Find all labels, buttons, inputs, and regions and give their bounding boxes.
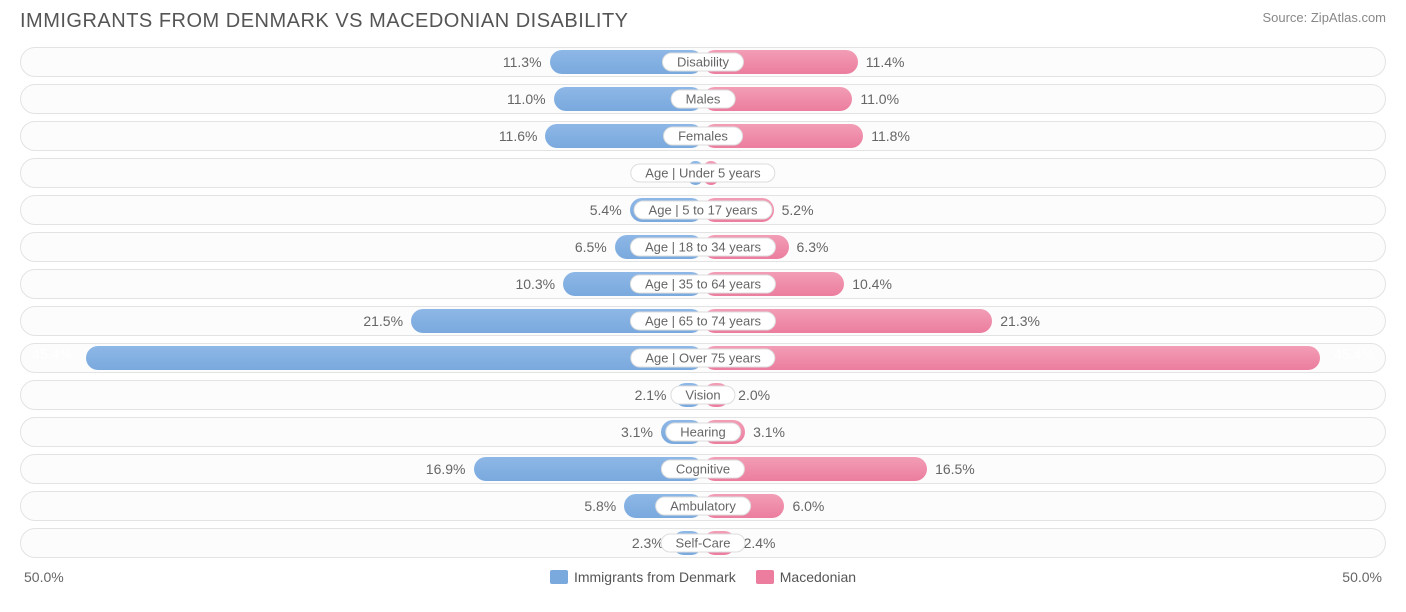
- bar-side-right: 11.8%: [703, 124, 1382, 148]
- bar-right: 45.4%: [703, 346, 1320, 370]
- bar-side-right: 21.3%: [703, 309, 1382, 333]
- bar-side-right: 45.4%: [703, 346, 1382, 370]
- category-label: Cognitive: [661, 460, 745, 479]
- bar-side-left: 2.3%: [24, 531, 703, 555]
- value-right: 11.4%: [866, 54, 905, 70]
- value-right: 16.5%: [935, 461, 975, 477]
- chart-row: 6.5% 6.3% Age | 18 to 34 years: [20, 232, 1386, 262]
- bar-side-right: 2.0%: [703, 383, 1382, 407]
- category-label: Age | Under 5 years: [630, 164, 775, 183]
- diverging-bar-chart: 11.3% 11.4% Disability 11.0%: [20, 47, 1386, 558]
- bar-side-left: 16.9%: [24, 457, 703, 481]
- value-left: 2.3%: [632, 535, 664, 551]
- bar-side-left: 5.8%: [24, 494, 703, 518]
- value-left: 11.3%: [503, 54, 542, 70]
- bar-side-left: 1.1%: [24, 161, 703, 185]
- chart-row: 21.5% 21.3% Age | 65 to 74 years: [20, 306, 1386, 336]
- legend-item-right: Macedonian: [756, 569, 856, 585]
- category-label: Self-Care: [661, 534, 746, 553]
- value-left: 2.1%: [635, 387, 667, 403]
- value-left: 45.4%: [32, 346, 72, 362]
- value-right: 5.2%: [782, 202, 814, 218]
- bar-side-left: 11.6%: [24, 124, 703, 148]
- category-label: Age | 18 to 34 years: [630, 238, 776, 257]
- category-label: Hearing: [665, 423, 741, 442]
- category-label: Disability: [662, 53, 744, 72]
- chart-row: 11.0% 11.0% Males: [20, 84, 1386, 114]
- legend-swatch-pink: [756, 570, 774, 584]
- value-right: 45.4%: [1334, 346, 1374, 362]
- bar-left: 45.4%: [86, 346, 703, 370]
- category-label: Vision: [670, 386, 735, 405]
- bar-side-right: 11.0%: [703, 87, 1382, 111]
- bar-side-left: 11.3%: [24, 50, 703, 74]
- bar-side-left: 6.5%: [24, 235, 703, 259]
- bar-side-right: 6.3%: [703, 235, 1382, 259]
- axis-max-left: 50.0%: [24, 569, 64, 585]
- legend-label-left: Immigrants from Denmark: [574, 569, 736, 585]
- value-left: 5.4%: [590, 202, 622, 218]
- chart-row: 11.3% 11.4% Disability: [20, 47, 1386, 77]
- bar-side-left: 5.4%: [24, 198, 703, 222]
- value-right: 2.0%: [738, 387, 770, 403]
- value-left: 6.5%: [575, 239, 607, 255]
- bar-side-right: 2.4%: [703, 531, 1382, 555]
- source-attribution: Source: ZipAtlas.com: [1262, 10, 1386, 25]
- value-left: 11.0%: [507, 91, 546, 107]
- bar-side-right: 11.4%: [703, 50, 1382, 74]
- bar-side-right: 10.4%: [703, 272, 1382, 296]
- chart-row: 3.1% 3.1% Hearing: [20, 417, 1386, 447]
- chart-row: 1.1% 1.2% Age | Under 5 years: [20, 158, 1386, 188]
- bar-side-right: 1.2%: [703, 161, 1382, 185]
- category-label: Age | Over 75 years: [630, 349, 775, 368]
- value-left: 10.3%: [515, 276, 555, 292]
- bar-side-left: 45.4%: [24, 346, 703, 370]
- legend-label-right: Macedonian: [780, 569, 856, 585]
- bar-side-left: 21.5%: [24, 309, 703, 333]
- value-right: 3.1%: [753, 424, 785, 440]
- category-label: Males: [671, 90, 736, 109]
- chart-row: 11.6% 11.8% Females: [20, 121, 1386, 151]
- category-label: Age | 5 to 17 years: [634, 201, 773, 220]
- chart-row: 10.3% 10.4% Age | 35 to 64 years: [20, 269, 1386, 299]
- legend-item-left: Immigrants from Denmark: [550, 569, 736, 585]
- legend: Immigrants from Denmark Macedonian: [550, 569, 856, 585]
- chart-row: 45.4% 45.4% Age | Over 75 years: [20, 343, 1386, 373]
- chart-row: 16.9% 16.5% Cognitive: [20, 454, 1386, 484]
- legend-swatch-blue: [550, 570, 568, 584]
- value-left: 5.8%: [584, 498, 616, 514]
- value-left: 11.6%: [499, 128, 538, 144]
- bar-side-right: 16.5%: [703, 457, 1382, 481]
- value-right: 6.3%: [797, 239, 829, 255]
- value-right: 11.0%: [860, 91, 899, 107]
- category-label: Age | 65 to 74 years: [630, 312, 776, 331]
- bar-side-left: 3.1%: [24, 420, 703, 444]
- value-right: 21.3%: [1000, 313, 1040, 329]
- bar-side-left: 10.3%: [24, 272, 703, 296]
- axis-max-right: 50.0%: [1342, 569, 1382, 585]
- value-left: 3.1%: [621, 424, 653, 440]
- category-label: Females: [663, 127, 743, 146]
- category-label: Ambulatory: [655, 497, 751, 516]
- value-left: 21.5%: [363, 313, 403, 329]
- bar-side-left: 2.1%: [24, 383, 703, 407]
- chart-row: 5.8% 6.0% Ambulatory: [20, 491, 1386, 521]
- bar-side-right: 3.1%: [703, 420, 1382, 444]
- bar-side-right: 5.2%: [703, 198, 1382, 222]
- value-right: 10.4%: [852, 276, 892, 292]
- chart-title: IMMIGRANTS FROM DENMARK VS MACEDONIAN DI…: [20, 10, 629, 33]
- category-label: Age | 35 to 64 years: [630, 275, 776, 294]
- bar-side-right: 6.0%: [703, 494, 1382, 518]
- value-right: 6.0%: [792, 498, 824, 514]
- value-right: 11.8%: [871, 128, 910, 144]
- chart-row: 2.3% 2.4% Self-Care: [20, 528, 1386, 558]
- bar-side-left: 11.0%: [24, 87, 703, 111]
- chart-row: 5.4% 5.2% Age | 5 to 17 years: [20, 195, 1386, 225]
- value-left: 16.9%: [426, 461, 466, 477]
- value-right: 2.4%: [744, 535, 776, 551]
- chart-row: 2.1% 2.0% Vision: [20, 380, 1386, 410]
